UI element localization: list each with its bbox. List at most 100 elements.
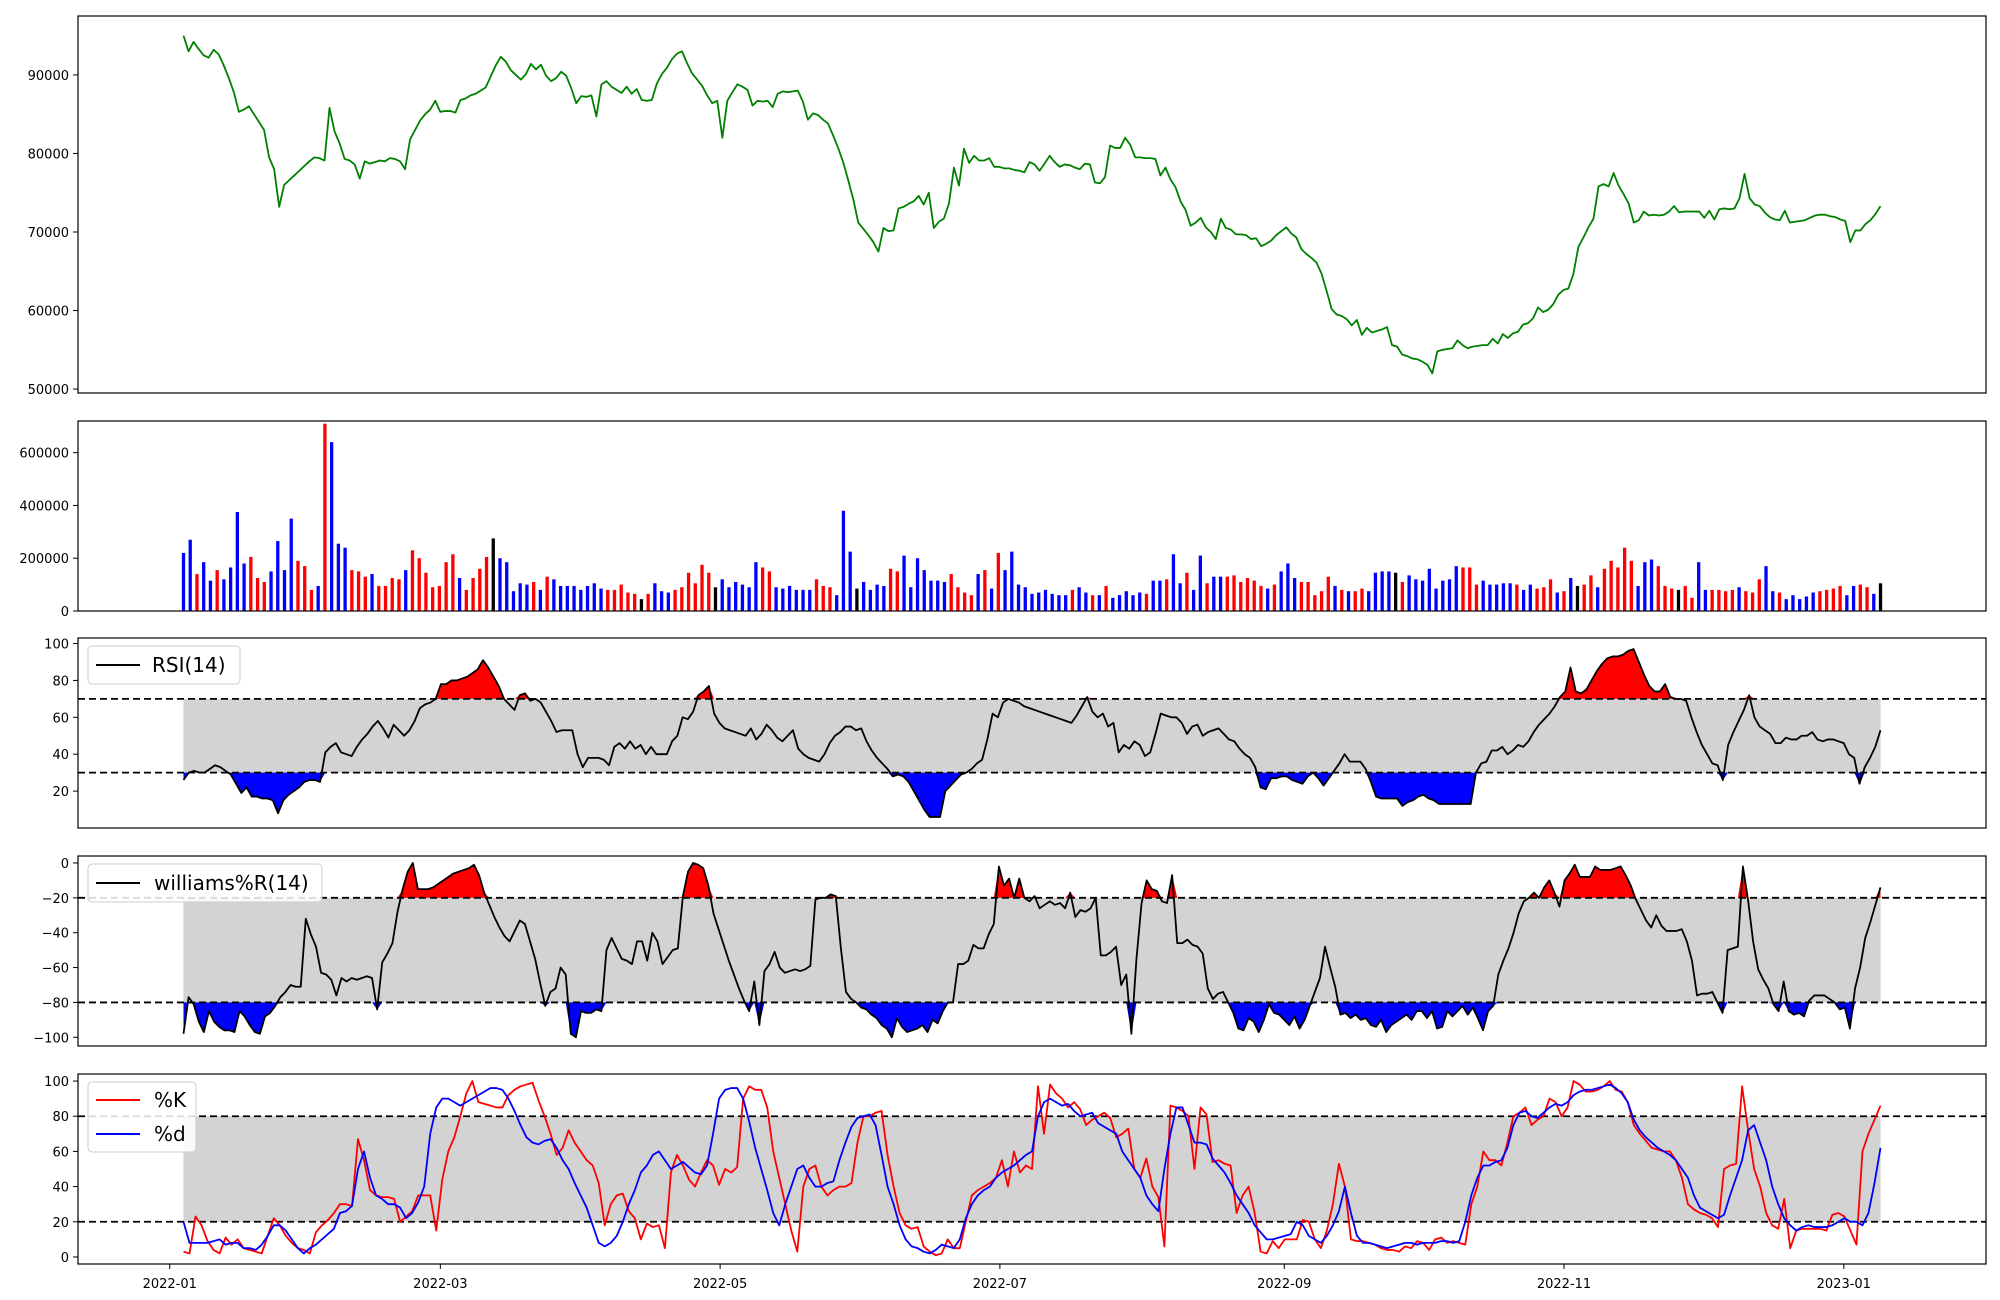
- volume-bar: [942, 581, 947, 611]
- volume-bar: [686, 572, 691, 611]
- volume-bar: [619, 584, 623, 611]
- volume-bar: [1171, 554, 1176, 611]
- xtick-label: 2022-07: [973, 1277, 1027, 1292]
- volume-bar: [1259, 585, 1263, 611]
- volume-bar: [585, 585, 590, 611]
- price-panel: 50000 60000 70000 80000 90000: [28, 15, 1987, 398]
- price-frame: [77, 15, 1987, 394]
- price-ytick-label: 80000: [28, 147, 69, 162]
- williams-neutral-band: [183, 897, 1881, 1003]
- volume-bar: [835, 595, 839, 611]
- volume-bar: [1178, 583, 1182, 611]
- volume-bar: [1346, 591, 1351, 611]
- volume-bar: [1165, 579, 1169, 611]
- volume-bar: [956, 587, 960, 611]
- volume-bar: [532, 581, 536, 611]
- volume-bar: [1488, 584, 1492, 611]
- volume-bar: [680, 587, 684, 611]
- volume-bar: [1582, 584, 1586, 611]
- volume-bar: [1252, 580, 1256, 611]
- volume-bar: [1663, 585, 1667, 611]
- volume-bar: [1818, 591, 1822, 611]
- volume-bar: [269, 571, 273, 611]
- volume-bar: [356, 571, 361, 611]
- williams-legend: williams%R(14): [87, 863, 323, 903]
- stochastic-ytick-label: 60: [52, 1145, 69, 1160]
- volume-bar: [431, 587, 435, 611]
- volume-bar: [1016, 584, 1021, 611]
- volume-bar: [222, 579, 226, 611]
- volume-bar: [599, 588, 603, 611]
- volume-bar: [1299, 581, 1304, 611]
- volume-bar: [1064, 595, 1068, 611]
- volume-bar: [1414, 579, 1418, 611]
- stochastic-ytick-label: 100: [44, 1075, 69, 1090]
- volume-bar: [659, 591, 664, 611]
- rsi-oversold-fill: [183, 772, 1881, 817]
- volume-bar: [1124, 591, 1128, 611]
- volume-bar: [545, 576, 549, 611]
- volume-bar: [1569, 578, 1573, 611]
- volume-bar: [1111, 597, 1115, 611]
- volume-bar: [397, 579, 401, 611]
- volume-bar: [895, 571, 899, 611]
- volume-bar: [1151, 580, 1155, 611]
- volume-bar: [1084, 592, 1088, 611]
- volume-bar: [1602, 568, 1607, 611]
- volume-bar: [390, 578, 394, 611]
- volume-bar: [1158, 580, 1162, 611]
- volume-bar: [1461, 567, 1465, 611]
- volume-bar: [1737, 587, 1741, 611]
- williams-frame: [77, 855, 1987, 1047]
- volume-ytick-label: 200000: [19, 552, 69, 567]
- rsi-ytick-label: 20: [52, 785, 69, 800]
- volume-bar: [1831, 588, 1836, 611]
- volume-bar: [1542, 587, 1546, 611]
- price-line: [182, 35, 1882, 375]
- volume-bar: [1521, 589, 1526, 611]
- volume-bar: [228, 567, 233, 611]
- stochastic-ytick-label: 80: [52, 1110, 69, 1125]
- volume-bar: [794, 589, 798, 611]
- volume-bar: [1037, 592, 1041, 611]
- volume-bar: [1851, 585, 1856, 611]
- volume-bar: [1676, 589, 1681, 611]
- rsi-frame: [77, 637, 1987, 829]
- volume-bar: [471, 578, 475, 611]
- volume-bar: [1474, 584, 1479, 611]
- stochastic-legend: %K %d: [87, 1081, 197, 1153]
- volume-bar: [235, 512, 240, 611]
- volume-bar: [1138, 592, 1142, 611]
- volume-bar: [1097, 595, 1101, 611]
- volume-bar: [996, 552, 1000, 611]
- volume-bar: [1872, 593, 1876, 611]
- volume-bar: [909, 587, 913, 611]
- volume-bar: [1057, 595, 1061, 611]
- volume-bar: [1764, 566, 1768, 611]
- volume-bar: [1198, 555, 1203, 611]
- volume-bar: [1353, 591, 1357, 611]
- volume-bar: [1596, 587, 1600, 611]
- volume-bar: [720, 579, 724, 611]
- volume-bar: [1333, 585, 1337, 611]
- volume-bar: [1562, 591, 1566, 611]
- rsi-legend-box: [87, 645, 241, 685]
- xtick-label: 2022-11: [1537, 1277, 1591, 1292]
- volume-bar: [377, 585, 381, 611]
- volume-bar: [936, 580, 940, 611]
- price-ytick-label: 50000: [28, 383, 69, 398]
- volume-bar: [242, 563, 246, 611]
- volume-bar: [969, 595, 974, 611]
- volume-bar: [1670, 588, 1674, 611]
- volume-bar: [1286, 563, 1290, 611]
- volume-bar: [1104, 585, 1108, 611]
- volume-bar: [1225, 576, 1229, 611]
- volume-bar: [572, 585, 576, 611]
- williams-ytick-label: 0: [61, 857, 69, 872]
- volume-bar: [1515, 584, 1519, 611]
- volume-bar: [646, 593, 650, 611]
- volume-bar: [1757, 579, 1761, 611]
- volume-bar: [1589, 575, 1593, 612]
- volume-bar: [693, 583, 697, 611]
